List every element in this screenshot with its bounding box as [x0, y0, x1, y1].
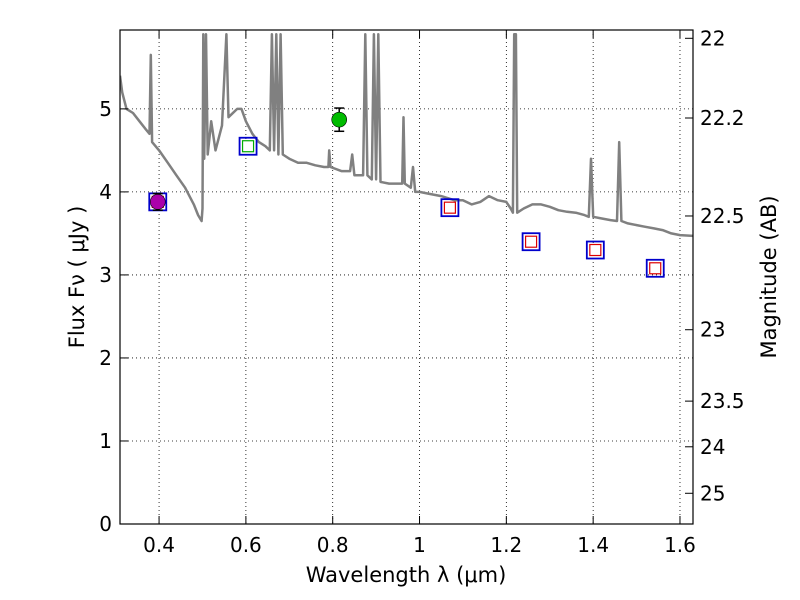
x-tick-label: 0.4 [143, 533, 175, 557]
x-tick-label: 0.8 [317, 533, 349, 557]
model-photometry-point [521, 232, 541, 252]
model-box-inner [241, 140, 255, 153]
y2-tick-label: 25 [700, 481, 725, 505]
axes: 0.4 0.6 0.8 1 1.2 1.4 1.60123452222.222.52323.… [99, 26, 744, 557]
x-tick-label: 1.4 [577, 533, 609, 557]
x-tick-label: 1.2 [490, 533, 522, 557]
x-tick-label: 1.6 [664, 533, 696, 557]
observed-photometry-point [331, 107, 348, 133]
y-axis-label: Flux Fν ( μJy ) [65, 206, 89, 349]
model-box-inner [649, 262, 662, 275]
y2-tick-label: 22 [700, 26, 725, 50]
x-axis-label: Wavelength λ (μm) [306, 563, 507, 587]
model-photometry-point [238, 136, 258, 156]
y2-tick-label: 24 [700, 435, 725, 459]
model-box-inner [443, 201, 457, 214]
y2-tick-label: 23 [700, 318, 725, 342]
model-photometry-point [585, 240, 605, 260]
model-box-outer [238, 136, 258, 156]
y-tick-label: 0 [99, 512, 112, 536]
model-box-outer [645, 258, 665, 278]
observed-marker [331, 111, 348, 128]
model-photometry-point [440, 198, 460, 218]
observed-marker [149, 194, 166, 210]
y2-tick-label: 22.5 [700, 204, 745, 228]
x-tick-label: 0.6 [230, 533, 262, 557]
model-box-outer [440, 198, 460, 218]
y-tick-label: 3 [99, 263, 112, 287]
model-photometry-point [645, 258, 665, 278]
model-box-outer [521, 232, 541, 252]
y2-tick-label: 23.5 [700, 389, 745, 413]
y-tick-label: 1 [99, 429, 112, 453]
observed-photometry-point [149, 192, 166, 211]
y-tick-label: 2 [99, 346, 112, 370]
model-box-inner [524, 235, 538, 248]
x-tick-label: 1 [413, 533, 426, 557]
y-tick-label: 5 [99, 97, 112, 121]
y2-axis-label: Magnitude (AB) [757, 195, 781, 358]
template-spectrum-line [120, 32, 693, 238]
y2-tick-label: 22.2 [700, 106, 745, 130]
y-tick-label: 4 [99, 180, 112, 204]
marker-layer [148, 107, 665, 278]
plot-frame [119, 29, 694, 525]
model-box-inner [589, 243, 602, 257]
data-layer [120, 32, 693, 238]
model-box-outer [585, 240, 605, 260]
